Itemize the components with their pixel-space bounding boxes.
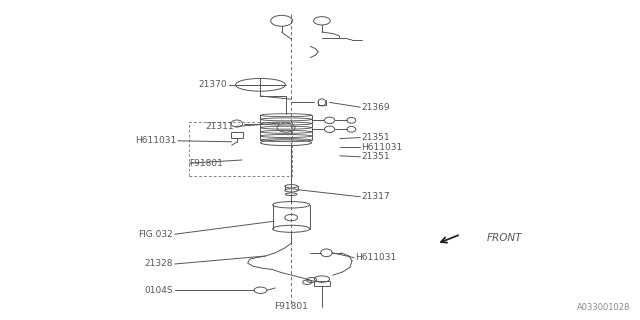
Text: 21317: 21317 — [362, 192, 390, 201]
Text: FRONT: FRONT — [486, 233, 522, 244]
Text: F91801: F91801 — [275, 302, 308, 311]
Text: 21351: 21351 — [362, 152, 390, 161]
Text: A033001028: A033001028 — [577, 303, 630, 312]
Text: 0104S: 0104S — [144, 286, 173, 295]
Text: F91801: F91801 — [189, 159, 223, 168]
Text: FIG.032: FIG.032 — [138, 230, 173, 239]
Text: H611031: H611031 — [362, 143, 403, 152]
Text: 21369: 21369 — [362, 103, 390, 112]
Text: 21328: 21328 — [144, 260, 173, 268]
Text: 21351: 21351 — [362, 133, 390, 142]
Text: H611031: H611031 — [135, 136, 176, 145]
Text: 21311: 21311 — [205, 122, 234, 131]
Text: 21370: 21370 — [198, 80, 227, 89]
Text: H611031: H611031 — [355, 253, 396, 262]
